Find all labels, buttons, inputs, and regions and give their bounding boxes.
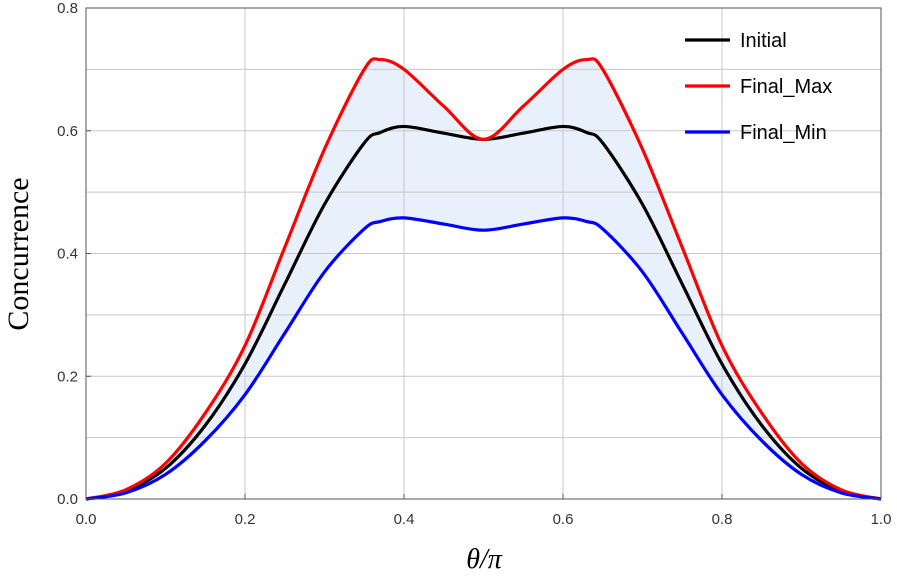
x-tick-label: 0.6 <box>553 511 574 528</box>
y-tick-label: 0.8 <box>57 0 78 17</box>
y-tick-label: 0.0 <box>57 491 78 508</box>
y-tick-label: 0.4 <box>57 246 78 263</box>
y-axis-ticks: 0.0 0.2 0.4 0.6 0.8 <box>57 0 91 508</box>
y-axis-title: Concurrence <box>2 177 35 330</box>
x-tick-label: 0.0 <box>76 511 97 528</box>
series-lines <box>85 57 882 501</box>
legend-label: Final_Max <box>740 76 832 98</box>
x-tick-label: 0.8 <box>712 511 733 528</box>
y-tick-label: 0.2 <box>57 368 78 385</box>
series-line-final-min <box>85 216 882 501</box>
series-line-final-max <box>85 57 882 501</box>
x-tick-label: 0.2 <box>235 511 256 528</box>
x-axis-title: θ/π <box>466 544 503 575</box>
shaded-band <box>86 58 881 499</box>
legend: Initial Final_Max Final_Min <box>685 30 832 144</box>
legend-label: Initial <box>740 30 787 52</box>
x-tick-label: 0.4 <box>394 511 415 528</box>
legend-label: Final_Min <box>740 122 827 144</box>
x-tick-label: 1.0 <box>871 511 892 528</box>
y-tick-label: 0.6 <box>57 123 78 140</box>
x-axis-ticks: 0.0 0.2 0.4 0.6 0.8 1.0 <box>76 494 892 528</box>
